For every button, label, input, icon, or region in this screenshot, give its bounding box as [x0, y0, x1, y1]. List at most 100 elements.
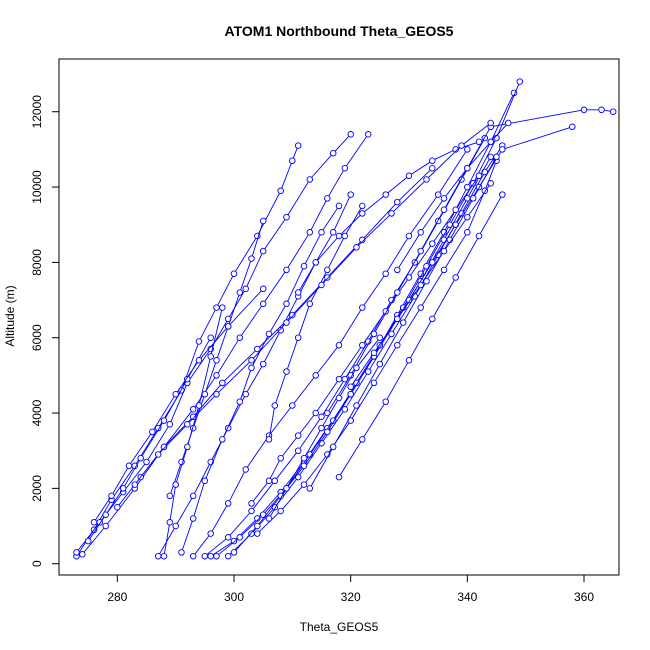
data-point [335, 473, 343, 481]
series-line [157, 194, 352, 557]
series-line [134, 122, 491, 485]
series-line [93, 288, 264, 523]
x-tick-label: 300 [224, 590, 244, 604]
series-line [396, 122, 509, 271]
data-point [259, 300, 267, 308]
data-point [458, 142, 465, 149]
data-point [300, 454, 308, 462]
data-point [178, 549, 185, 556]
data-point [131, 481, 139, 488]
data-point [248, 255, 255, 262]
data-point [487, 119, 494, 127]
data-point [172, 481, 179, 488]
data-point [318, 413, 325, 421]
x-tick-label: 340 [457, 590, 477, 604]
data-point [248, 364, 255, 372]
data-point [359, 210, 366, 217]
data-point [417, 229, 424, 236]
data-point [464, 183, 471, 191]
data-point [405, 232, 413, 240]
data-point [312, 372, 319, 379]
data-point [265, 436, 273, 443]
data-point [254, 530, 261, 537]
series-line [251, 175, 480, 504]
data-point [254, 515, 261, 522]
data-point [283, 368, 290, 375]
data-point [475, 232, 483, 240]
data-point [429, 157, 436, 164]
data-point [364, 368, 372, 375]
series-line [216, 81, 521, 557]
y-tick-label: 2000 [30, 475, 44, 502]
series-17 [294, 138, 483, 296]
data-point [475, 172, 483, 180]
series-15 [405, 123, 576, 304]
data-point [335, 394, 343, 402]
data-point [248, 357, 255, 364]
series-13 [248, 172, 483, 507]
data-point [259, 285, 267, 293]
data-point [580, 106, 588, 114]
data-point [353, 402, 360, 409]
data-point [160, 443, 168, 451]
data-point [294, 432, 302, 439]
y-tick-label: 6000 [30, 324, 44, 351]
data-point [143, 458, 150, 466]
series-3 [79, 131, 372, 558]
data-point [259, 360, 267, 368]
data-point [242, 285, 249, 293]
data-point [289, 402, 296, 409]
series-21 [160, 304, 226, 560]
series-line [268, 205, 363, 440]
data-point [265, 330, 273, 338]
data-point [189, 413, 197, 421]
series-5 [178, 202, 343, 556]
data-point [219, 379, 226, 387]
data-point [324, 428, 331, 436]
data-point [335, 232, 343, 240]
data-point [90, 519, 98, 526]
data-point [224, 500, 232, 507]
series-28 [131, 119, 494, 488]
data-point [102, 522, 109, 530]
data-point [464, 229, 471, 236]
data-point [452, 146, 459, 153]
data-point [213, 552, 220, 560]
data-point [306, 229, 314, 236]
data-point [429, 240, 436, 247]
series-line [256, 160, 497, 534]
data-point [283, 319, 290, 326]
data-point [248, 530, 255, 537]
series-line [87, 337, 212, 542]
data-point [166, 421, 174, 428]
data-point [224, 323, 232, 330]
data-point [248, 500, 255, 507]
data-point [306, 300, 314, 308]
series-25 [347, 180, 494, 390]
data-point [329, 417, 337, 424]
data-point [254, 522, 261, 530]
data-point [300, 262, 308, 270]
data-point [160, 552, 168, 560]
data-point [405, 172, 413, 180]
series-line [192, 149, 468, 557]
data-point [283, 266, 290, 274]
data-point [399, 319, 407, 326]
data-point [213, 304, 220, 311]
data-point [207, 530, 214, 537]
data-point [335, 375, 343, 383]
data-point [569, 123, 576, 131]
data-point [73, 549, 80, 556]
data-point [184, 375, 191, 383]
data-point [271, 477, 279, 485]
data-point [341, 164, 349, 172]
data-point [469, 195, 477, 202]
data-point [417, 281, 424, 289]
y-tick-label: 10000 [30, 170, 44, 204]
data-point [376, 360, 384, 368]
data-point [195, 402, 203, 409]
y-tick-label: 0 [30, 560, 44, 567]
data-point [271, 402, 279, 409]
series-line [210, 92, 515, 557]
data-point [487, 180, 494, 187]
